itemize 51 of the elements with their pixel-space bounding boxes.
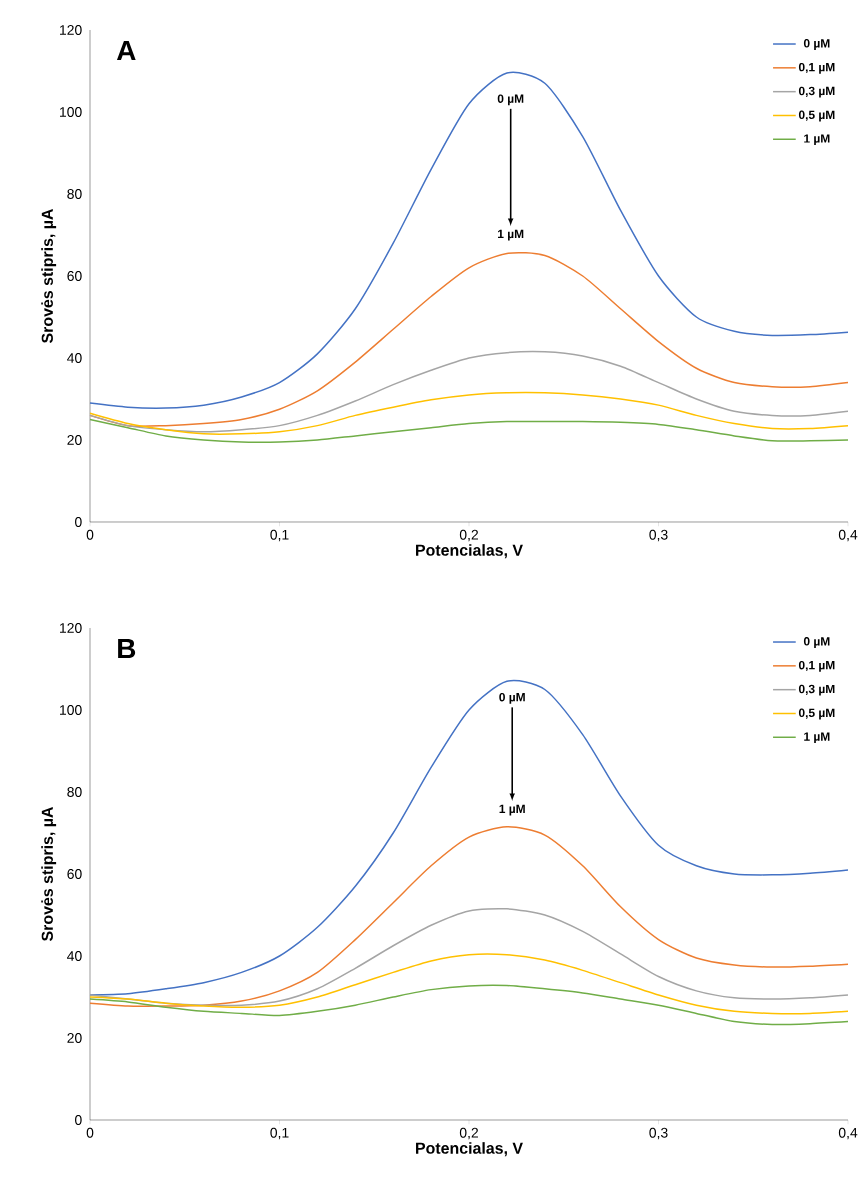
x-tick-label: 0,2 xyxy=(459,1127,478,1140)
y-axis-title: Srovės stipris, µA xyxy=(41,208,57,344)
x-tick-label: 0,3 xyxy=(649,1127,668,1140)
legend-label: 0,3 µM xyxy=(798,684,835,696)
x-axis-title: Potencialas, V xyxy=(416,1142,523,1157)
x-tick-label: 0,1 xyxy=(270,529,289,542)
legend-label: 0,1 µM xyxy=(798,660,835,672)
legend-label: 1 µM xyxy=(804,732,830,744)
line-series xyxy=(89,350,849,433)
legend-label: 0,3 µM xyxy=(798,86,835,98)
legend-label: 0 µM xyxy=(803,637,830,648)
y-tick-label: 100 xyxy=(60,705,82,715)
x-tick-label: 0 xyxy=(86,1127,94,1138)
x-tick-label: 0,3 xyxy=(649,529,668,542)
y-tick-label: 60 xyxy=(67,869,82,879)
annotation: 0 µM xyxy=(499,692,525,704)
line-series xyxy=(89,418,849,443)
annotation: A xyxy=(116,40,136,61)
x-tick-label: 0,4 xyxy=(838,529,858,542)
annotation: 1 µM xyxy=(499,804,525,816)
line-series xyxy=(89,907,849,1007)
legend-label: 0,1 µM xyxy=(798,62,835,74)
y-tick-label: 40 xyxy=(67,951,82,961)
line-series xyxy=(89,953,849,1015)
y-tick-label: 0 xyxy=(75,517,82,527)
y-axis-title: Srovės stipris, µA xyxy=(41,806,57,942)
y-tick-label: 40 xyxy=(67,353,82,363)
legend-label: 0 µM xyxy=(803,39,830,50)
y-tick-label: 120 xyxy=(60,623,82,633)
annotation: B xyxy=(118,638,136,659)
legend-label: 1 µM xyxy=(804,134,830,146)
line-series xyxy=(89,826,849,1007)
legend-label: 0,5 µM xyxy=(798,708,835,720)
x-axis-title: Potencialas, V xyxy=(416,544,523,559)
y-tick-label: 80 xyxy=(67,787,82,797)
y-tick-label: 120 xyxy=(60,25,82,35)
x-tick-label: 0,4 xyxy=(838,1127,858,1140)
x-tick-label: 0 xyxy=(86,529,94,540)
annotation: 1 µM xyxy=(498,229,524,241)
annotation: 0 µM xyxy=(497,94,524,106)
y-tick-label: 100 xyxy=(60,107,82,117)
y-tick-label: 20 xyxy=(67,1033,82,1043)
x-tick-label: 0,1 xyxy=(270,1127,289,1140)
y-tick-label: 20 xyxy=(67,435,82,445)
y-tick-label: 0 xyxy=(75,1115,82,1125)
line-series xyxy=(89,984,849,1026)
y-tick-label: 60 xyxy=(67,271,82,281)
x-tick-label: 0,2 xyxy=(459,529,478,542)
line-series xyxy=(89,391,849,435)
y-tick-label: 80 xyxy=(67,189,82,199)
legend-label: 0,5 µM xyxy=(798,110,835,122)
